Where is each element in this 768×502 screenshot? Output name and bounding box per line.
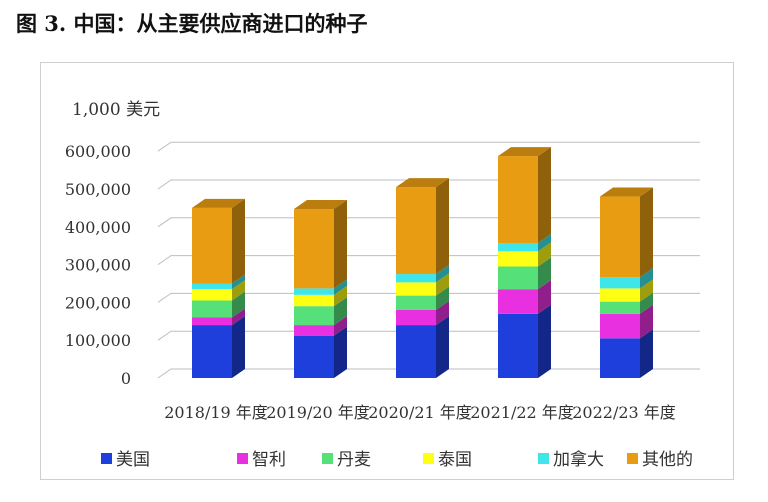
y-axis-ticks: 0 100,000 200,000 300,000 400,000 500,000 600,… <box>65 142 131 388</box>
bar-segment <box>294 316 347 336</box>
bar-segment <box>192 274 245 290</box>
legend-label: 智利 <box>252 450 286 470</box>
x-tick-label: 2019/20 年度 <box>266 403 370 422</box>
bar-segment <box>600 187 653 278</box>
x-tick-label: 2020/21 年度 <box>368 403 472 422</box>
bar-segment <box>600 304 653 339</box>
bar-segment <box>498 242 551 267</box>
legend-swatch <box>423 453 434 464</box>
legend-item: 丹麦 <box>322 450 371 470</box>
legend-item: 泰国 <box>423 450 472 470</box>
legend: 美国 智利 丹麦 泰国 加拿大 其他的 <box>101 449 693 470</box>
bar-segment <box>192 308 245 326</box>
bar-segment <box>396 178 449 275</box>
bar-segment <box>498 234 551 252</box>
legend-swatch <box>538 453 549 464</box>
bar-segment <box>600 279 653 302</box>
x-tick-label: 2018/19 年度 <box>164 403 268 422</box>
legend-swatch <box>101 453 112 464</box>
y-tick-label: 0 <box>121 369 131 388</box>
legend-item: 其他的 <box>627 450 693 470</box>
x-tick-label: 2022/23 年度 <box>572 403 676 422</box>
legend-label: 美国 <box>116 450 150 470</box>
figure-title: 图 3. 中国：从主要供应商进口的种子 <box>16 11 368 36</box>
bar-segment <box>396 286 449 310</box>
legend-label: 丹麦 <box>337 450 371 470</box>
legend-swatch <box>627 453 638 464</box>
y-tick-label: 600,000 <box>65 142 131 161</box>
legend-label: 泰国 <box>438 450 472 470</box>
bar-segment <box>192 280 245 301</box>
legend-label: 其他的 <box>642 450 693 470</box>
bar-segment <box>600 329 653 378</box>
bar-segment <box>294 326 347 378</box>
bar-segment <box>396 273 449 296</box>
bar-segment <box>498 280 551 314</box>
y-tick-label: 400,000 <box>65 218 131 237</box>
x-tick-label: 2021/22 年度 <box>470 403 574 422</box>
bar-segment <box>294 200 347 289</box>
y-tick-label: 500,000 <box>65 180 131 199</box>
bar-segment <box>600 268 653 289</box>
bar-segment <box>498 257 551 290</box>
legend-item: 美国 <box>101 450 150 470</box>
y-tick-label: 200,000 <box>65 293 131 312</box>
bar-segment <box>396 265 449 283</box>
bar-segment <box>396 316 449 378</box>
legend-label: 加拿大 <box>553 449 604 470</box>
y-tick-label: 300,000 <box>65 256 131 275</box>
bar-segment <box>192 291 245 318</box>
bar-segment <box>396 300 449 326</box>
legend-item: 加拿大 <box>538 449 604 470</box>
bar-segment <box>294 285 347 307</box>
bars <box>192 147 653 378</box>
bar-segment <box>498 147 551 244</box>
bar-segment <box>192 198 245 284</box>
legend-swatch <box>237 453 248 464</box>
legend-swatch <box>322 453 333 464</box>
bar-segment <box>192 316 245 378</box>
gridline <box>157 141 700 152</box>
bar-segment <box>294 297 347 326</box>
y-tick-label: 100,000 <box>65 331 131 350</box>
y-axis-unit-label: 1,000 美元 <box>72 100 160 120</box>
bar-segment <box>600 292 653 314</box>
chart-frame <box>40 62 734 480</box>
legend-item: 智利 <box>237 450 286 470</box>
bar-segment <box>498 304 551 378</box>
bar-segment <box>294 279 347 295</box>
